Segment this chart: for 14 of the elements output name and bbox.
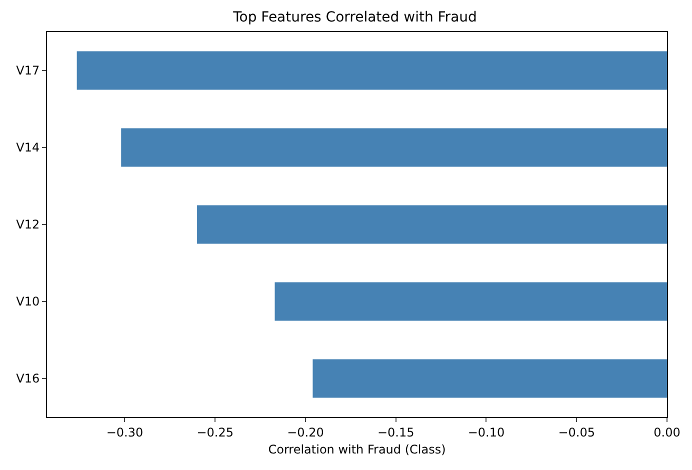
x-axis-title: Correlation with Fraud (Class) [268,442,446,456]
x-tick-label: −0.20 [287,425,324,440]
y-tick-label: V12 [16,218,40,232]
y-tick-label: V10 [16,294,40,309]
x-tick-label: −0.25 [196,425,234,440]
y-tick-label: V14 [16,140,40,155]
chart-title: Top Features Correlated with Fraud [232,10,477,26]
x-tick-label: −0.05 [558,425,596,440]
x-tick-label: 0.00 [654,425,680,440]
x-tick-label: −0.15 [377,425,414,440]
y-tick-label: V16 [16,372,40,386]
y-tick-label: V17 [16,64,40,78]
x-tick-label: −0.30 [106,425,144,440]
x-tick-label: −0.10 [468,425,505,440]
